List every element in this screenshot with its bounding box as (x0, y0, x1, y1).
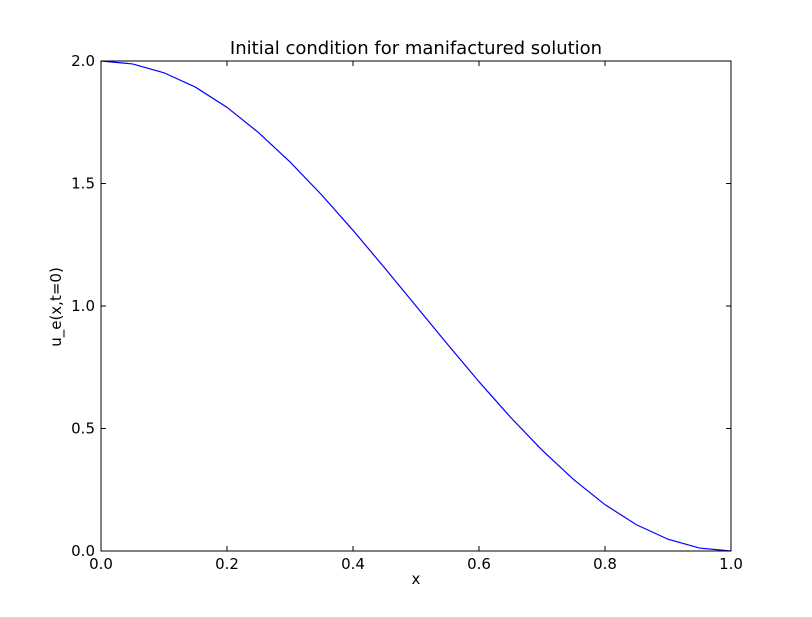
series-line-0 (100, 60, 732, 552)
y-tick-label: 0.0 (71, 542, 95, 560)
x-tick-label: 0.6 (467, 555, 491, 573)
x-tick-label: 1.0 (719, 555, 743, 573)
y-tick-label: 1.0 (71, 297, 95, 315)
x-axis-label: x (412, 570, 421, 588)
x-tick-label: 0.2 (215, 555, 239, 573)
chart-title: Initial condition for manifactured solut… (230, 38, 602, 59)
y-axis-ticks: 0.0 0.5 1.0 1.5 2.0 (71, 52, 731, 560)
y-tick-label: 1.5 (71, 175, 95, 193)
x-tick-label: 0.0 (89, 555, 113, 573)
y-axis-label: u_e(x,t=0) (47, 267, 66, 347)
y-tick-label: 2.0 (71, 52, 95, 70)
x-tick-label: 0.4 (341, 555, 365, 573)
x-tick-label: 0.8 (593, 555, 617, 573)
y-tick-label: 0.5 (71, 420, 95, 438)
x-axis-ticks: 0.0 0.2 0.4 0.6 0.8 1.0 (89, 61, 743, 573)
plot-area (100, 60, 732, 552)
